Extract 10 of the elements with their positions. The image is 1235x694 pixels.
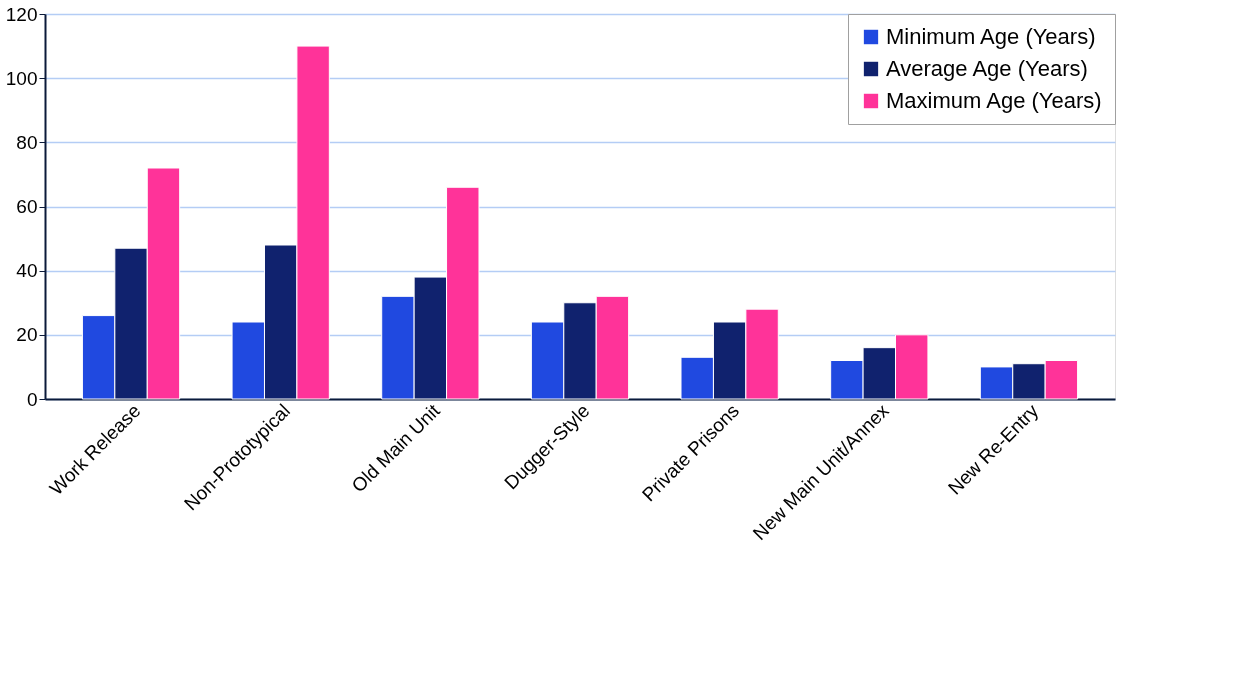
y-tick-label: 40 — [16, 260, 38, 282]
y-tick-label: 80 — [16, 131, 38, 153]
legend-label: Average Age (Years) — [886, 56, 1088, 81]
y-tick-label: 20 — [16, 324, 38, 346]
y-tick-label: 60 — [16, 196, 38, 217]
y-tick-label: 100 — [5, 67, 38, 89]
y-tick-label: 0 — [26, 388, 38, 410]
y-tick-label: 120 — [5, 3, 38, 25]
legend-label: Maximum Age (Years) — [886, 88, 1102, 113]
legend-label: Minimum Age (Years) — [886, 24, 1096, 49]
